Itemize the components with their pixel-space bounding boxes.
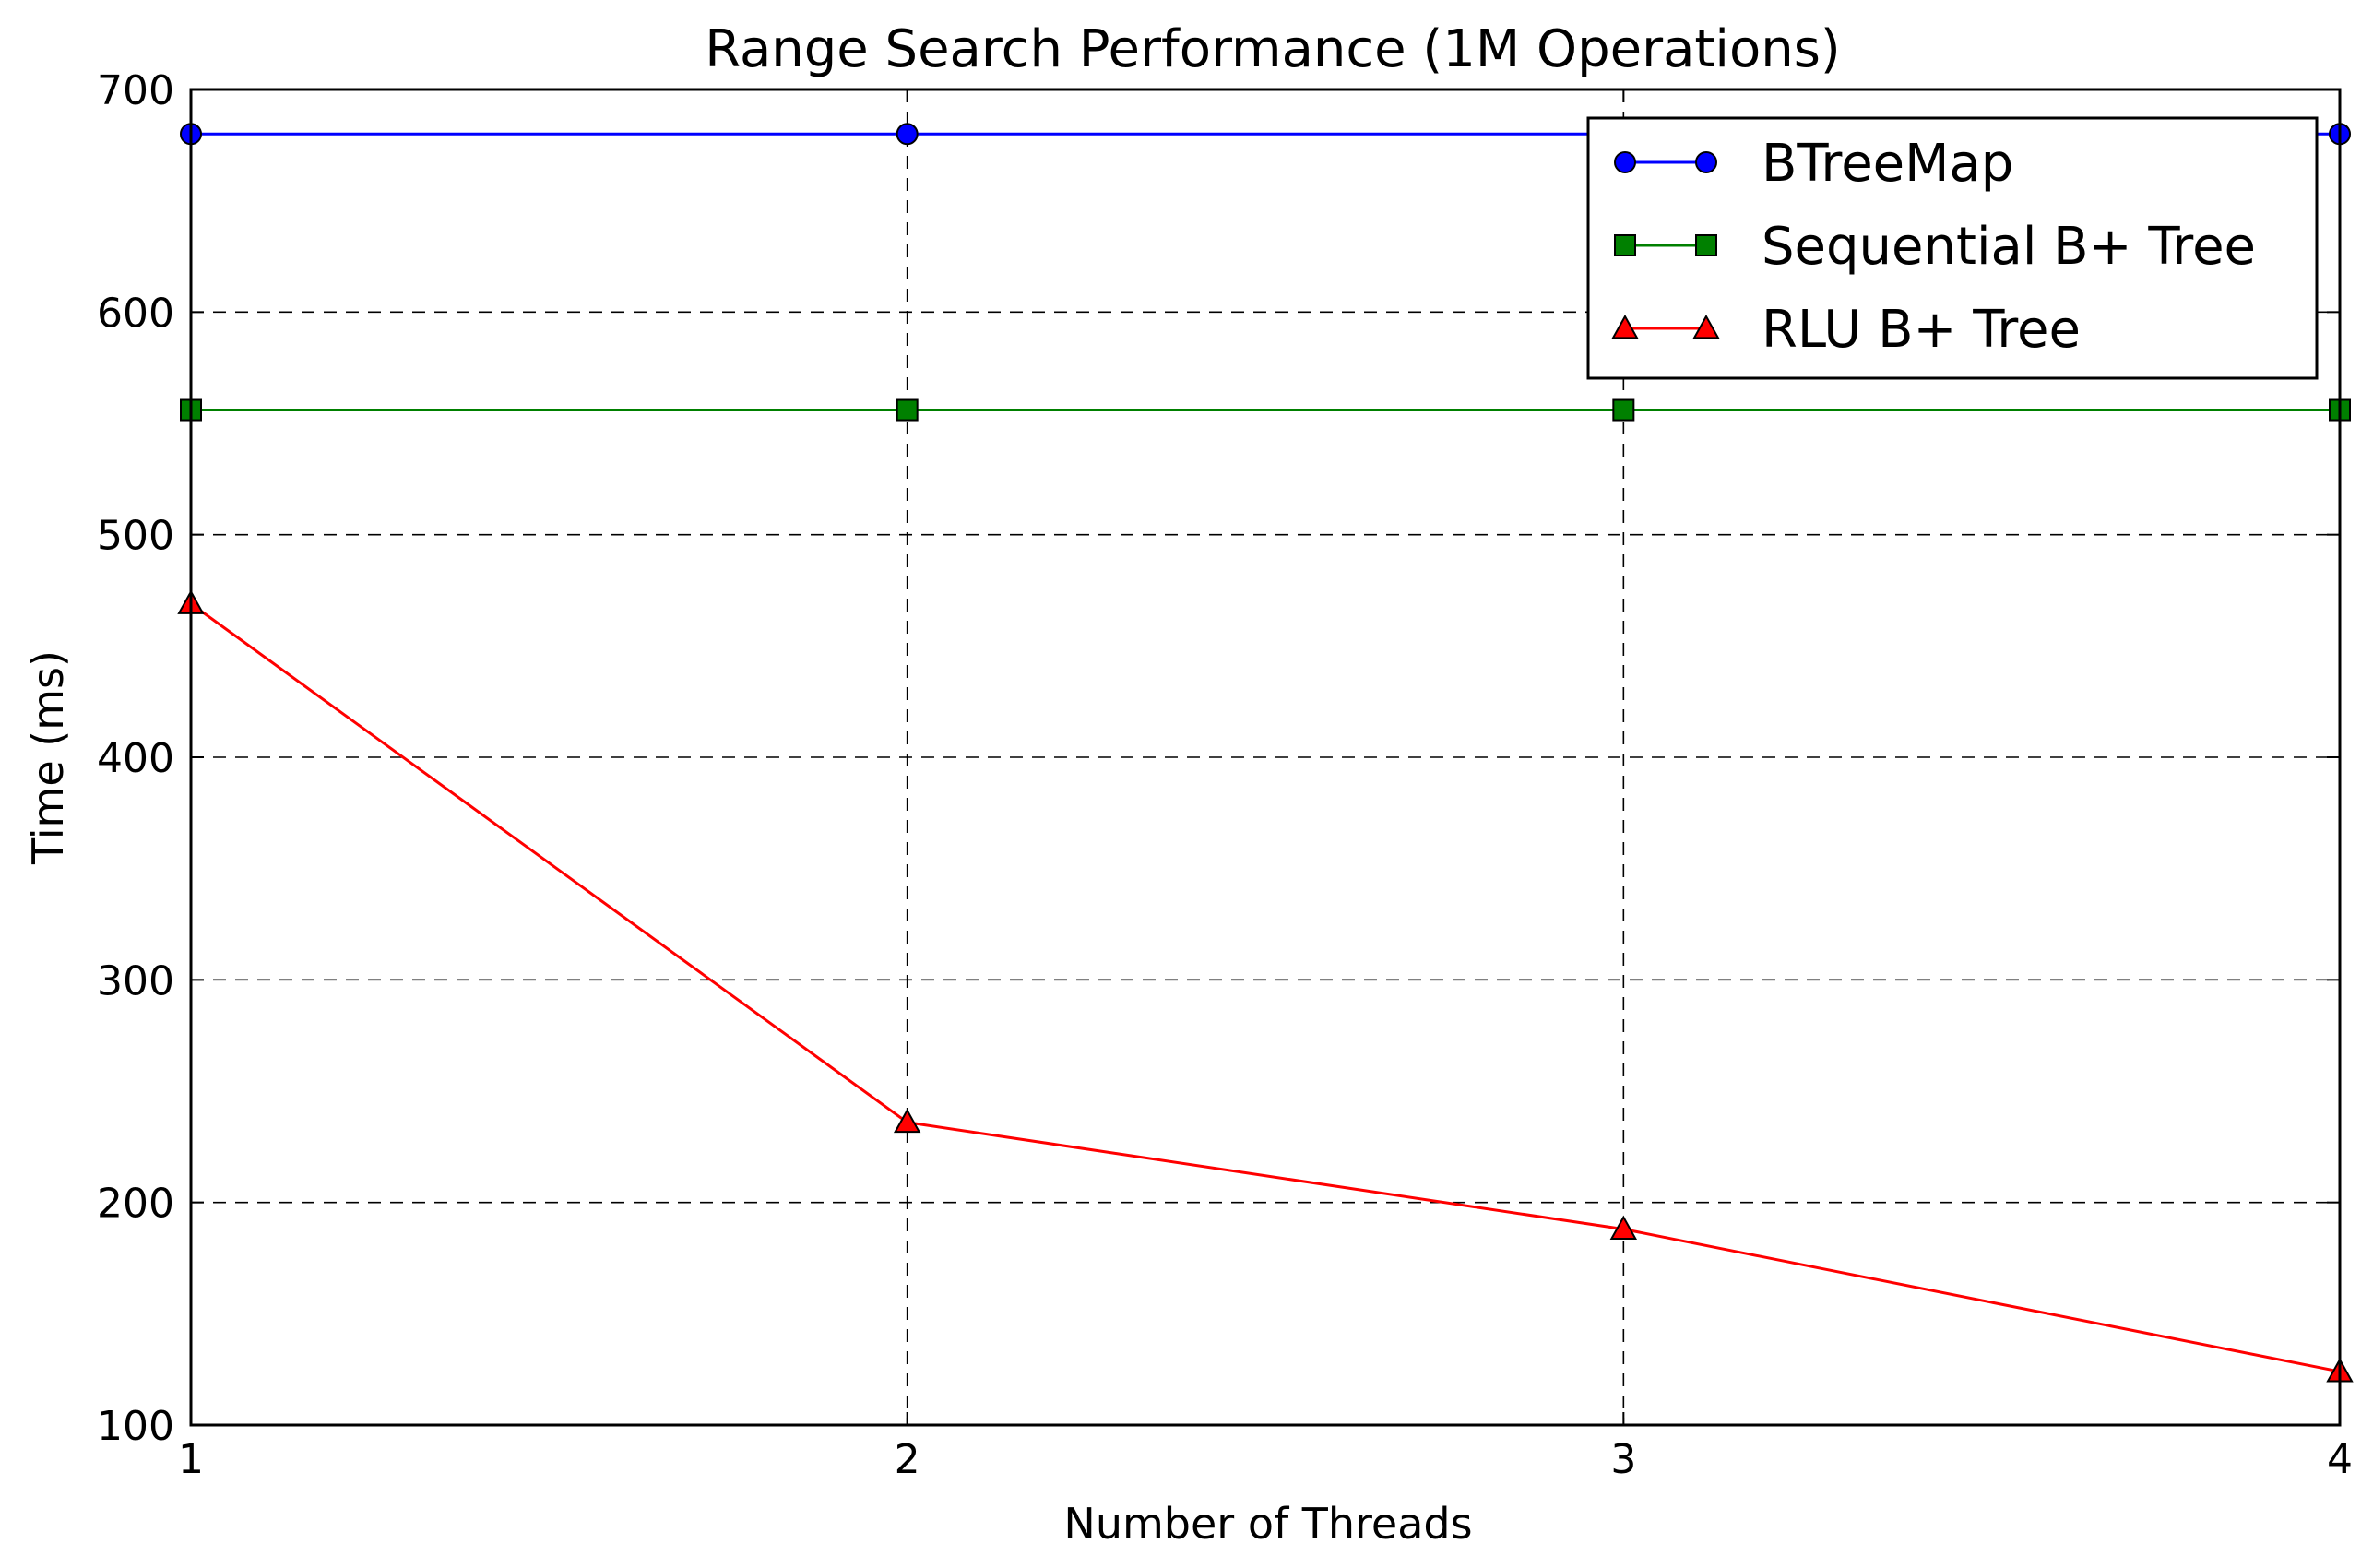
series-line (190, 602, 2341, 1373)
data-point (1612, 398, 1635, 422)
y-tick-label: 200 (97, 1181, 174, 1228)
x-tick-label: 4 (2327, 1436, 2353, 1483)
x-axis-label: Number of Threads (1063, 1499, 1472, 1549)
chart-title: Range Search Performance (1M Operations) (705, 19, 1840, 79)
series-triangle (177, 589, 2354, 1383)
y-tick-label: 300 (97, 957, 174, 1004)
y-tick-label: 600 (97, 290, 174, 337)
legend-label: Sequential B+ Tree (1762, 217, 2256, 277)
data-point (893, 1108, 921, 1134)
legend-marker (1692, 314, 1720, 339)
data-point (896, 123, 919, 146)
legend-label: BTreeMap (1762, 134, 2013, 194)
legend-marker (1614, 151, 1636, 173)
legend: BTreeMap Sequential B+ Tree RLU B+ Tree (1586, 116, 2319, 380)
y-tick-label: 100 (97, 1403, 174, 1450)
y-axis-label: Time (ms) (23, 650, 73, 865)
y-tick-label: 400 (97, 735, 174, 782)
x-tick-label: 3 (1610, 1436, 1636, 1483)
series-square (180, 398, 2351, 422)
y-tick-label: 700 (97, 67, 174, 114)
legend-marker (1695, 151, 1717, 173)
legend-marker (1611, 314, 1639, 339)
legend-marker (1695, 234, 1717, 256)
x-tick-label: 2 (895, 1436, 920, 1483)
x-tick-label: 1 (178, 1436, 204, 1483)
legend-entry: BTreeMap (1614, 134, 2013, 194)
legend-marker (1614, 234, 1636, 256)
y-tick-label: 500 (97, 513, 174, 560)
legend-entry: Sequential B+ Tree (1614, 217, 2256, 277)
data-point (896, 398, 919, 422)
legend-entry: RLU B+ Tree (1611, 300, 2081, 360)
data-point (1609, 1215, 1638, 1241)
legend-label: RLU B+ Tree (1762, 300, 2081, 360)
ticks: 100 200 300 400 500 600 700 1 2 3 4 (97, 67, 2353, 1483)
